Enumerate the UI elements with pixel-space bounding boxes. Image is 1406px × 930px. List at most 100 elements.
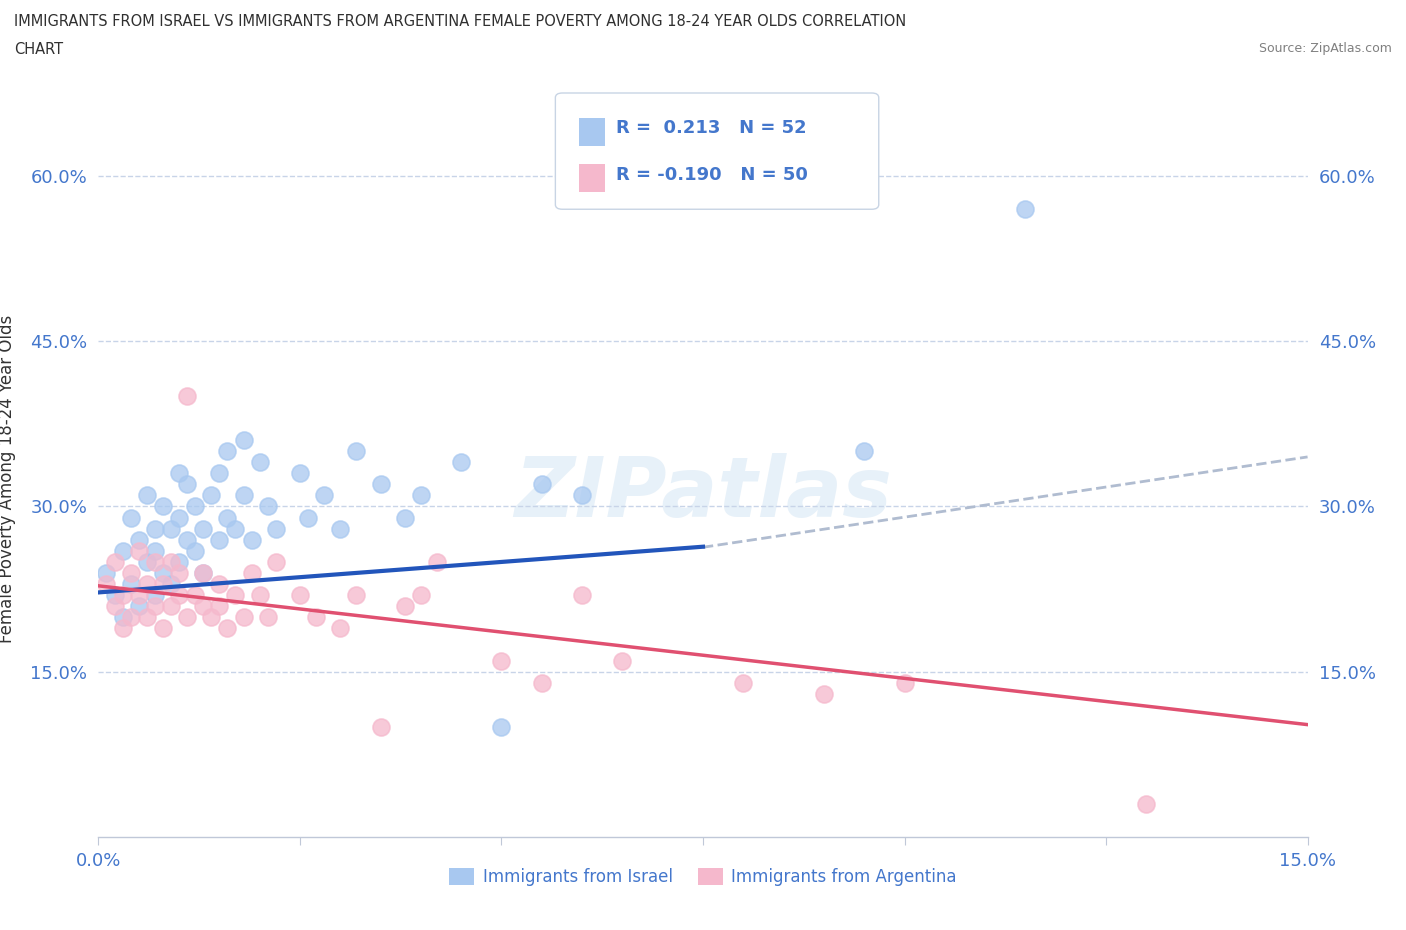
Point	[176, 532, 198, 547]
Y-axis label: Female Poverty Among 18-24 Year Olds: Female Poverty Among 18-24 Year Olds	[0, 315, 17, 643]
Point	[200, 609, 222, 624]
Point	[733, 675, 755, 690]
Point	[208, 598, 231, 613]
Point	[240, 532, 263, 547]
Point	[394, 510, 416, 525]
Point	[193, 598, 215, 613]
Point	[167, 565, 190, 580]
Point	[264, 554, 287, 569]
Point	[143, 543, 166, 558]
Point	[111, 587, 134, 602]
Point	[217, 510, 239, 525]
Point	[853, 444, 876, 458]
Point	[152, 577, 174, 591]
Point	[135, 609, 157, 624]
Point	[176, 609, 198, 624]
Point	[167, 587, 190, 602]
Point	[530, 675, 553, 690]
Point	[167, 466, 190, 481]
Point	[491, 653, 513, 668]
Point	[135, 577, 157, 591]
Point	[288, 587, 311, 602]
Point	[813, 686, 835, 701]
Point	[120, 510, 142, 525]
Legend: Immigrants from Israel, Immigrants from Argentina: Immigrants from Israel, Immigrants from …	[443, 861, 963, 893]
Point	[409, 587, 432, 602]
Point	[232, 433, 254, 448]
Text: R = -0.190   N = 50: R = -0.190 N = 50	[616, 166, 807, 183]
Point	[370, 720, 392, 735]
Point	[1014, 202, 1036, 217]
Point	[120, 577, 142, 591]
Text: Source: ZipAtlas.com: Source: ZipAtlas.com	[1258, 42, 1392, 55]
Point	[103, 598, 125, 613]
Point	[167, 510, 190, 525]
Point	[128, 598, 150, 613]
Point	[344, 444, 367, 458]
Point	[612, 653, 634, 668]
Point	[103, 554, 125, 569]
Point	[217, 620, 239, 635]
Point	[111, 543, 134, 558]
Text: CHART: CHART	[14, 42, 63, 57]
Point	[160, 598, 183, 613]
Point	[232, 488, 254, 503]
Point	[96, 565, 118, 580]
Point	[256, 499, 278, 514]
Point	[530, 477, 553, 492]
Point	[184, 587, 207, 602]
Point	[1135, 796, 1157, 811]
Point	[264, 521, 287, 536]
Point	[152, 565, 174, 580]
Point	[370, 477, 392, 492]
Point	[450, 455, 472, 470]
Point	[305, 609, 328, 624]
Point	[160, 577, 183, 591]
Point	[249, 455, 271, 470]
Point	[103, 587, 125, 602]
Point	[135, 488, 157, 503]
Point	[426, 554, 449, 569]
Point	[152, 620, 174, 635]
Text: R =  0.213   N = 52: R = 0.213 N = 52	[616, 119, 807, 137]
Point	[143, 587, 166, 602]
Point	[184, 543, 207, 558]
Point	[111, 609, 134, 624]
Point	[329, 521, 352, 536]
Point	[200, 488, 222, 503]
Point	[224, 587, 246, 602]
Point	[152, 499, 174, 514]
Point	[297, 510, 319, 525]
Point	[208, 466, 231, 481]
Point	[176, 389, 198, 404]
Point	[128, 532, 150, 547]
Point	[193, 565, 215, 580]
Point	[394, 598, 416, 613]
Point	[208, 532, 231, 547]
Point	[143, 554, 166, 569]
Point	[409, 488, 432, 503]
Point	[160, 521, 183, 536]
Point	[288, 466, 311, 481]
Point	[135, 554, 157, 569]
Point	[167, 554, 190, 569]
Point	[160, 554, 183, 569]
Point	[120, 565, 142, 580]
Point	[571, 587, 593, 602]
Point	[256, 609, 278, 624]
Point	[120, 609, 142, 624]
Point	[491, 720, 513, 735]
Point	[224, 521, 246, 536]
Point	[143, 598, 166, 613]
Point	[249, 587, 271, 602]
Point	[184, 499, 207, 514]
Point	[217, 444, 239, 458]
Point	[208, 577, 231, 591]
Point	[193, 565, 215, 580]
Point	[143, 521, 166, 536]
Point	[571, 488, 593, 503]
Text: IMMIGRANTS FROM ISRAEL VS IMMIGRANTS FROM ARGENTINA FEMALE POVERTY AMONG 18-24 Y: IMMIGRANTS FROM ISRAEL VS IMMIGRANTS FRO…	[14, 14, 907, 29]
Text: ZIPatlas: ZIPatlas	[515, 453, 891, 534]
Point	[96, 577, 118, 591]
Point	[240, 565, 263, 580]
